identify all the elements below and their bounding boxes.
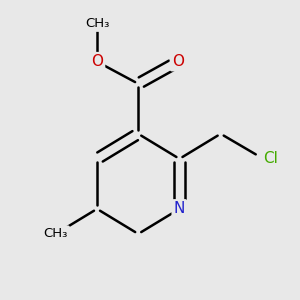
Text: Cl: Cl <box>263 151 278 166</box>
Text: CH₃: CH₃ <box>85 17 109 30</box>
Text: CH₃: CH₃ <box>44 227 68 240</box>
Text: N: N <box>174 201 185 216</box>
Text: O: O <box>172 54 184 69</box>
Text: O: O <box>91 54 103 69</box>
